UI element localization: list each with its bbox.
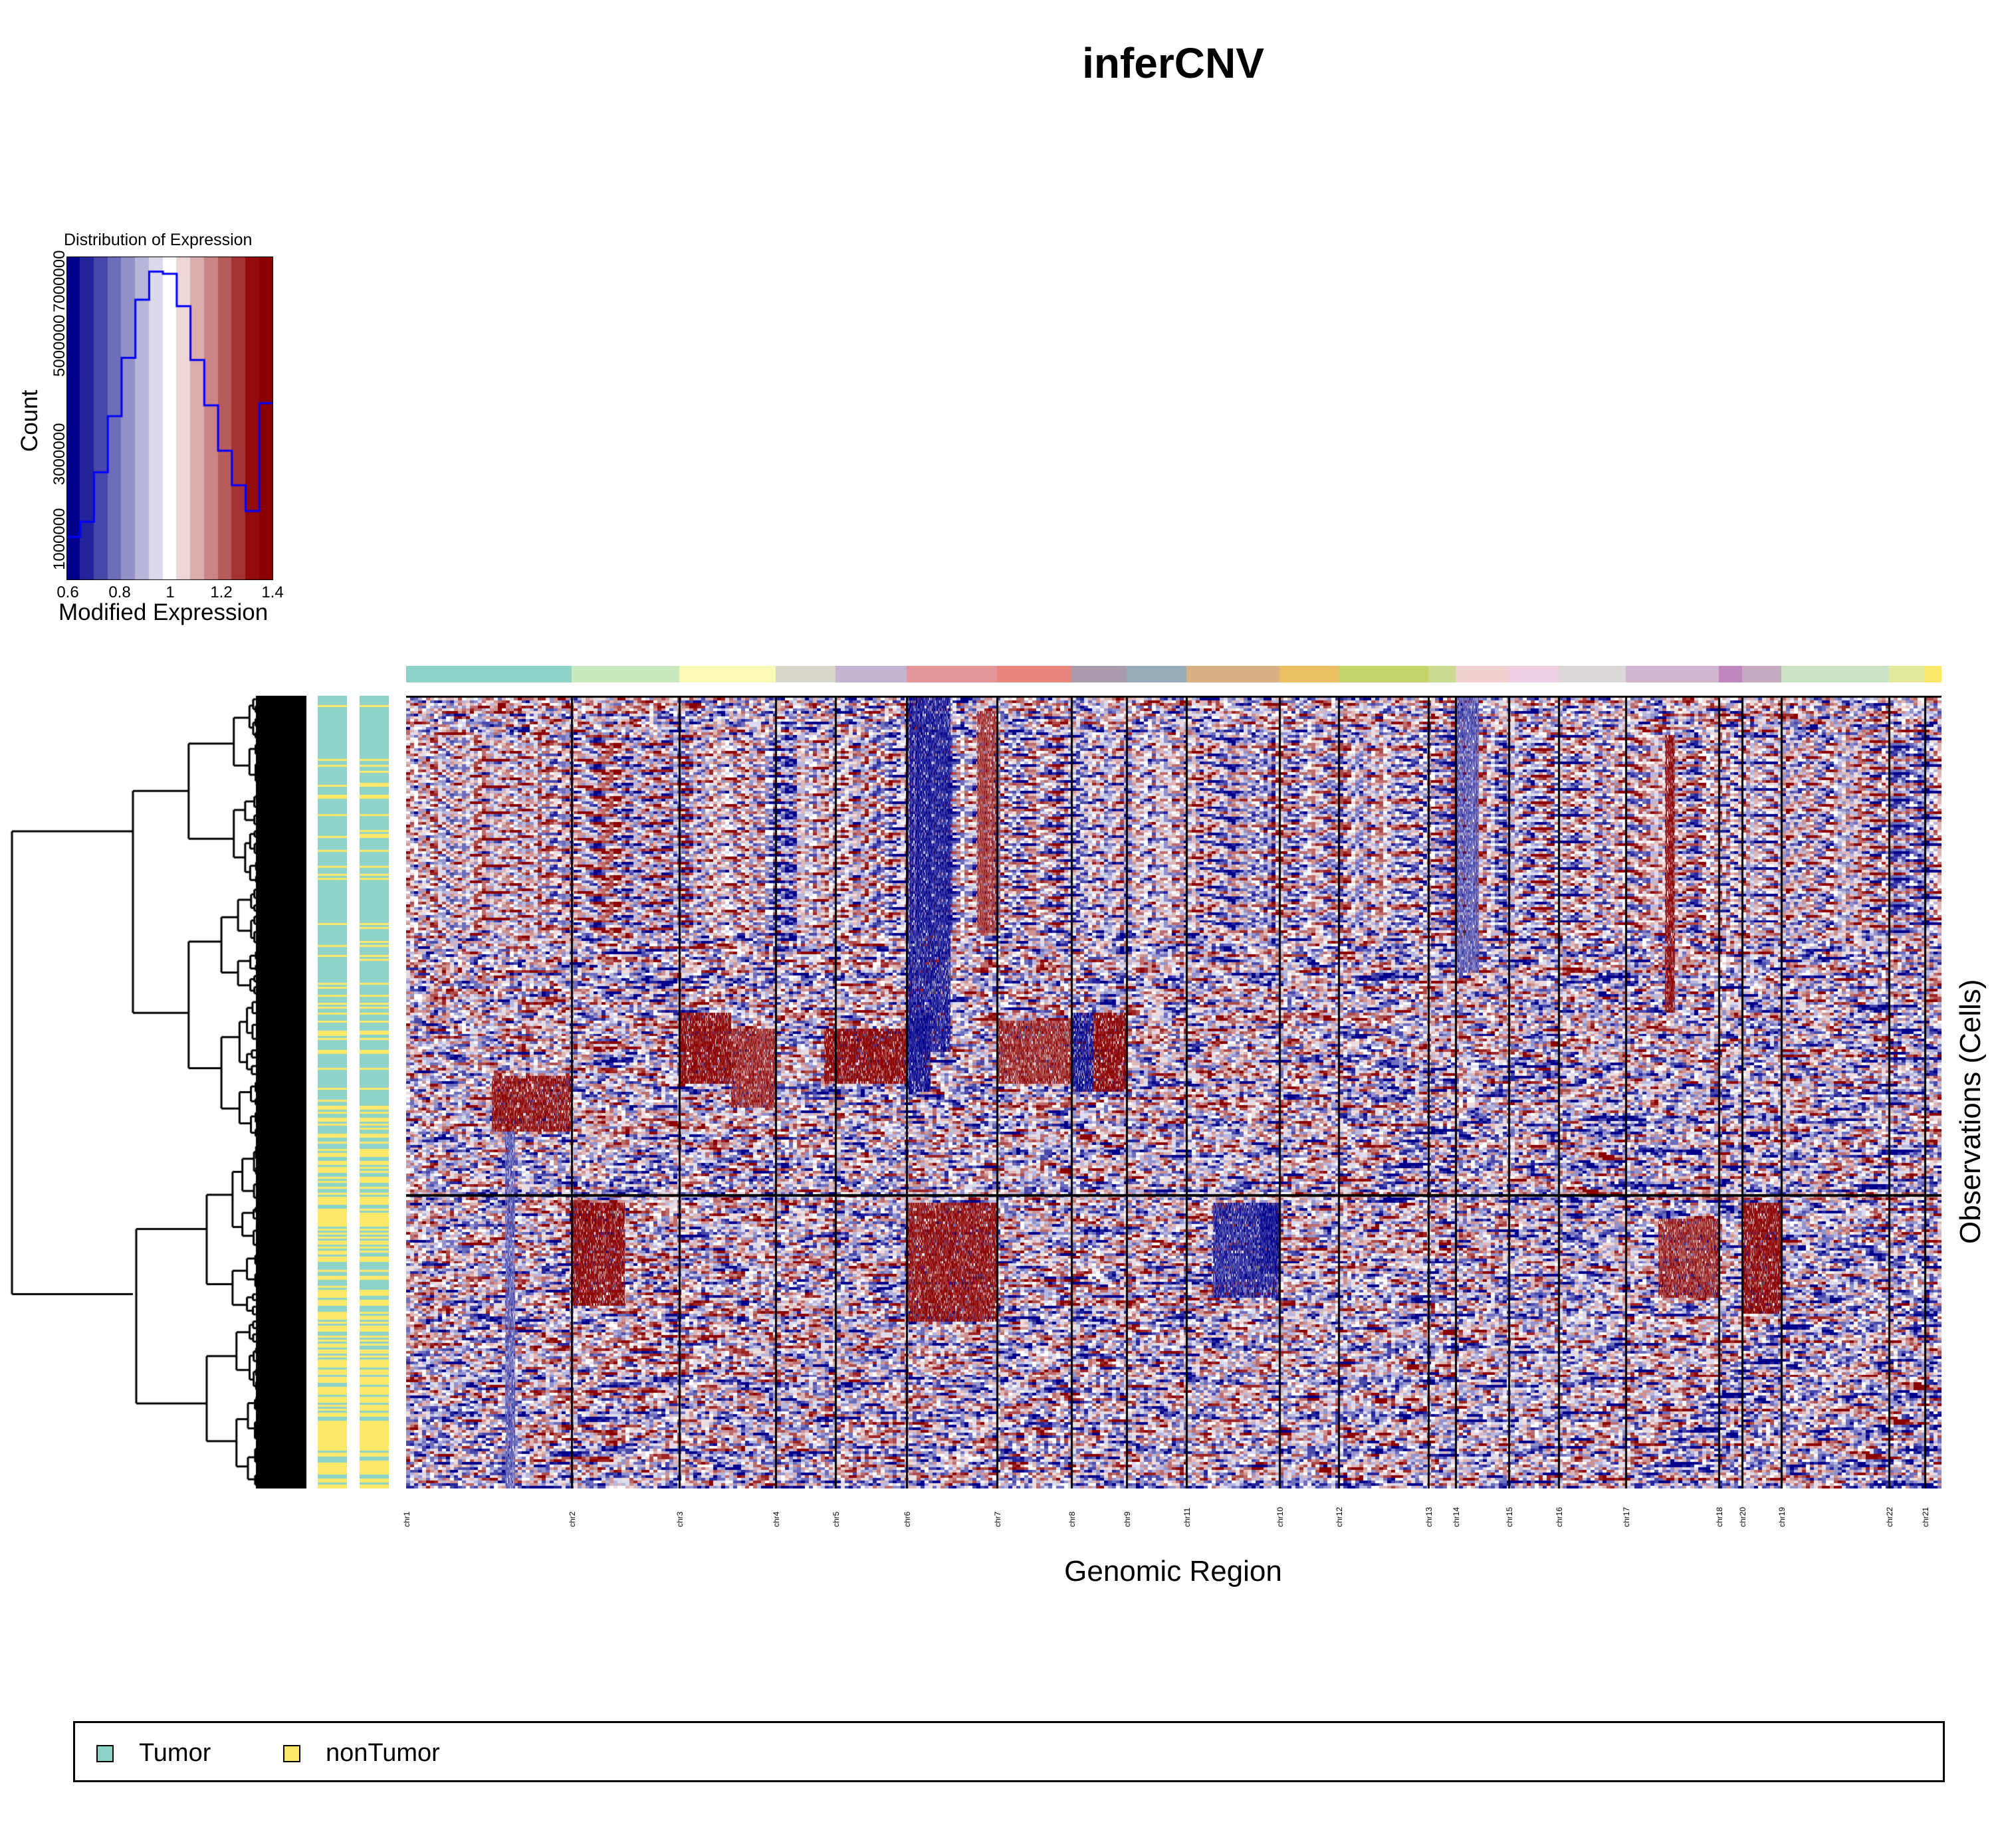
chromosome-color-bar xyxy=(406,666,1941,682)
chromosome-bar-chr18 xyxy=(1719,666,1742,682)
chromosome-bar-chr4 xyxy=(776,666,835,682)
chromosome-label-chr6: chr6 xyxy=(903,1511,912,1527)
chromosome-bar-chr6 xyxy=(907,666,997,682)
chromosome-bar-chr16 xyxy=(1559,666,1626,682)
chromosome-bar-chr12 xyxy=(1339,666,1428,682)
chromosome-label-chr4: chr4 xyxy=(772,1511,781,1527)
legend-label-nontumor: nonTumor xyxy=(326,1739,440,1767)
histogram-x-axis-label: Modified Expression xyxy=(58,599,269,625)
legend-item-tumor: Tumor xyxy=(96,1739,211,1768)
chromosome-bar-chr15 xyxy=(1509,666,1559,682)
histogram-ytick: 3000000 xyxy=(51,423,68,485)
histogram-xtick: 0.8 xyxy=(108,583,131,601)
chromosome-label-chr16: chr16 xyxy=(1555,1506,1564,1527)
histogram-y-axis-label: Count xyxy=(17,389,43,452)
histogram-xtick: 1 xyxy=(166,583,175,601)
chromosome-label-chr7: chr7 xyxy=(993,1511,1002,1527)
histogram-xtick: 0.6 xyxy=(56,583,79,601)
chromosome-label-chr19: chr19 xyxy=(1777,1506,1787,1527)
histogram-xtick: 1.2 xyxy=(210,583,233,601)
chromosome-label-chr21: chr21 xyxy=(1921,1506,1930,1527)
histogram-title: Distribution of Expression xyxy=(64,231,253,249)
chromosome-bar-chr3 xyxy=(679,666,776,682)
chromosome-bar-chr9 xyxy=(1127,666,1186,682)
chromosome-label-chr14: chr14 xyxy=(1452,1506,1461,1527)
chromosome-label-chr20: chr20 xyxy=(1738,1506,1747,1527)
plot-title: inferCNV xyxy=(1082,39,1264,87)
chromosome-label-chr9: chr9 xyxy=(1123,1511,1132,1527)
chromosome-bar-chr5 xyxy=(835,666,907,682)
legend-swatch-tumor xyxy=(96,1744,114,1762)
x-axis-label: Genomic Region xyxy=(1064,1555,1282,1588)
chromosome-bar-chr1 xyxy=(406,666,572,682)
chromosome-bar-chr21 xyxy=(1925,666,1941,682)
chromosome-bar-chr2 xyxy=(572,666,679,682)
chromosome-label-chr10: chr10 xyxy=(1275,1506,1285,1527)
chromosome-bar-chr14 xyxy=(1456,666,1509,682)
histogram-ytick: 5000000 xyxy=(51,314,68,377)
annotation-bar-1 xyxy=(318,696,347,1489)
chromosome-label-chr22: chr22 xyxy=(1885,1506,1894,1527)
chromosome-bar-chr22 xyxy=(1889,666,1925,682)
histogram-canvas xyxy=(66,257,273,580)
legend: Tumor nonTumor xyxy=(73,1721,1945,1782)
chromosome-label-chr15: chr15 xyxy=(1505,1506,1514,1527)
chromosome-label-chr18: chr18 xyxy=(1715,1506,1724,1527)
chromosome-label-chr5: chr5 xyxy=(831,1511,841,1527)
chromosome-bar-chr20 xyxy=(1742,666,1781,682)
chromosome-bar-chr10 xyxy=(1279,666,1339,682)
chromosome-bar-chr19 xyxy=(1781,666,1889,682)
chromosome-label-chr8: chr8 xyxy=(1067,1511,1077,1527)
chromosome-bar-chr7 xyxy=(997,666,1071,682)
chromosome-bar-chr17 xyxy=(1626,666,1719,682)
chromosome-label-chr3: chr3 xyxy=(675,1511,685,1527)
chromosome-bar-chr13 xyxy=(1428,666,1456,682)
cnv-heatmap xyxy=(406,696,1941,1489)
chromosome-label-chr2: chr2 xyxy=(568,1511,577,1527)
chromosome-bar-chr11 xyxy=(1186,666,1279,682)
chromosome-label-chr13: chr13 xyxy=(1424,1506,1434,1527)
y-axis-label: Observations (Cells) xyxy=(1954,979,1987,1244)
legend-item-nontumor: nonTumor xyxy=(283,1739,440,1768)
cell-dendrogram xyxy=(0,696,309,1489)
histogram-ytick: 7000000 xyxy=(51,250,68,312)
annotation-bar-2 xyxy=(360,696,389,1489)
legend-label-tumor: Tumor xyxy=(139,1739,211,1767)
legend-swatch-nontumor xyxy=(283,1744,300,1762)
histogram-ytick: 1000000 xyxy=(51,508,68,570)
histogram-plot xyxy=(66,257,273,580)
chromosome-label-chr17: chr17 xyxy=(1622,1506,1631,1527)
chromosome-bar-chr8 xyxy=(1071,666,1127,682)
chromosome-label-chr1: chr1 xyxy=(402,1511,411,1527)
chromosome-label-chr12: chr12 xyxy=(1335,1506,1344,1527)
histogram-xtick: 1.4 xyxy=(261,583,284,601)
chromosome-label-chr11: chr11 xyxy=(1182,1507,1192,1527)
